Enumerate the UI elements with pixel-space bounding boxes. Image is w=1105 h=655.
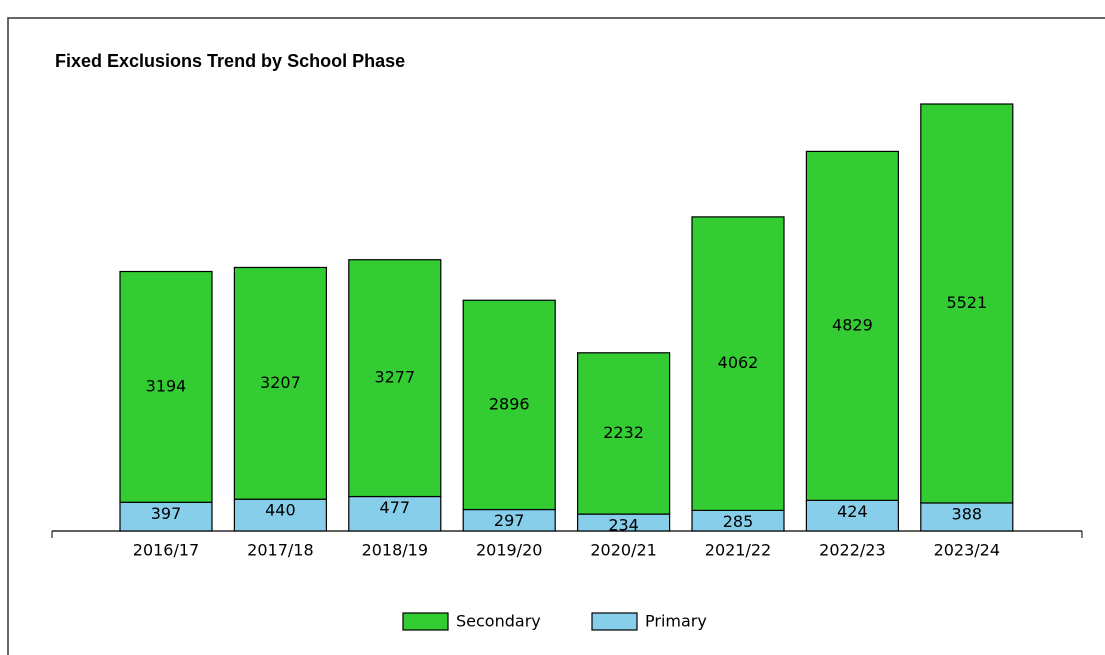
data-label: 2232	[603, 423, 644, 442]
chart-title: Fixed Exclusions Trend by School Phase	[55, 51, 405, 71]
legend-swatch	[591, 612, 638, 631]
data-label: 3277	[374, 368, 415, 387]
x-tick-label: 2022/23	[819, 541, 885, 560]
bar-segment	[233, 498, 327, 532]
data-label: 477	[380, 498, 411, 517]
x-tick-label: 2020/21	[590, 541, 656, 560]
data-label: 297	[494, 511, 525, 530]
bar-segment	[920, 502, 1014, 532]
x-tick-label: 2017/18	[247, 541, 313, 560]
bar-segment	[920, 103, 1014, 504]
legend-swatch	[402, 612, 449, 631]
bar-segment	[119, 501, 213, 532]
legend-label: Secondary	[456, 612, 541, 631]
data-label: 234	[608, 516, 639, 535]
data-label: 2896	[489, 394, 530, 413]
bar-segment	[462, 299, 556, 511]
x-tick-label: 2019/20	[476, 541, 542, 560]
data-label: 397	[151, 504, 182, 523]
data-label: 440	[265, 501, 296, 520]
x-tick-label: 2018/19	[362, 541, 428, 560]
data-label: 388	[952, 504, 983, 523]
bar-segment	[348, 259, 442, 498]
data-label: 3207	[260, 373, 301, 392]
bar-segment	[119, 270, 213, 503]
bar-segment	[233, 266, 327, 500]
data-label: 285	[723, 512, 754, 531]
data-label: 3194	[146, 376, 187, 395]
data-label: 5521	[946, 293, 987, 312]
bar-segment	[576, 352, 671, 515]
data-label: 424	[837, 502, 868, 521]
legend-label: Primary	[645, 612, 707, 631]
bar-segment	[348, 495, 442, 532]
bar-segment	[805, 499, 900, 532]
x-tick-label: 2016/17	[133, 541, 199, 560]
bar-segment	[805, 150, 900, 501]
data-label: 4062	[718, 353, 759, 372]
data-label: 4829	[832, 315, 873, 334]
x-tick-label: 2023/24	[934, 541, 1000, 560]
x-tick-label: 2021/22	[705, 541, 771, 560]
bar-segment	[691, 216, 785, 512]
